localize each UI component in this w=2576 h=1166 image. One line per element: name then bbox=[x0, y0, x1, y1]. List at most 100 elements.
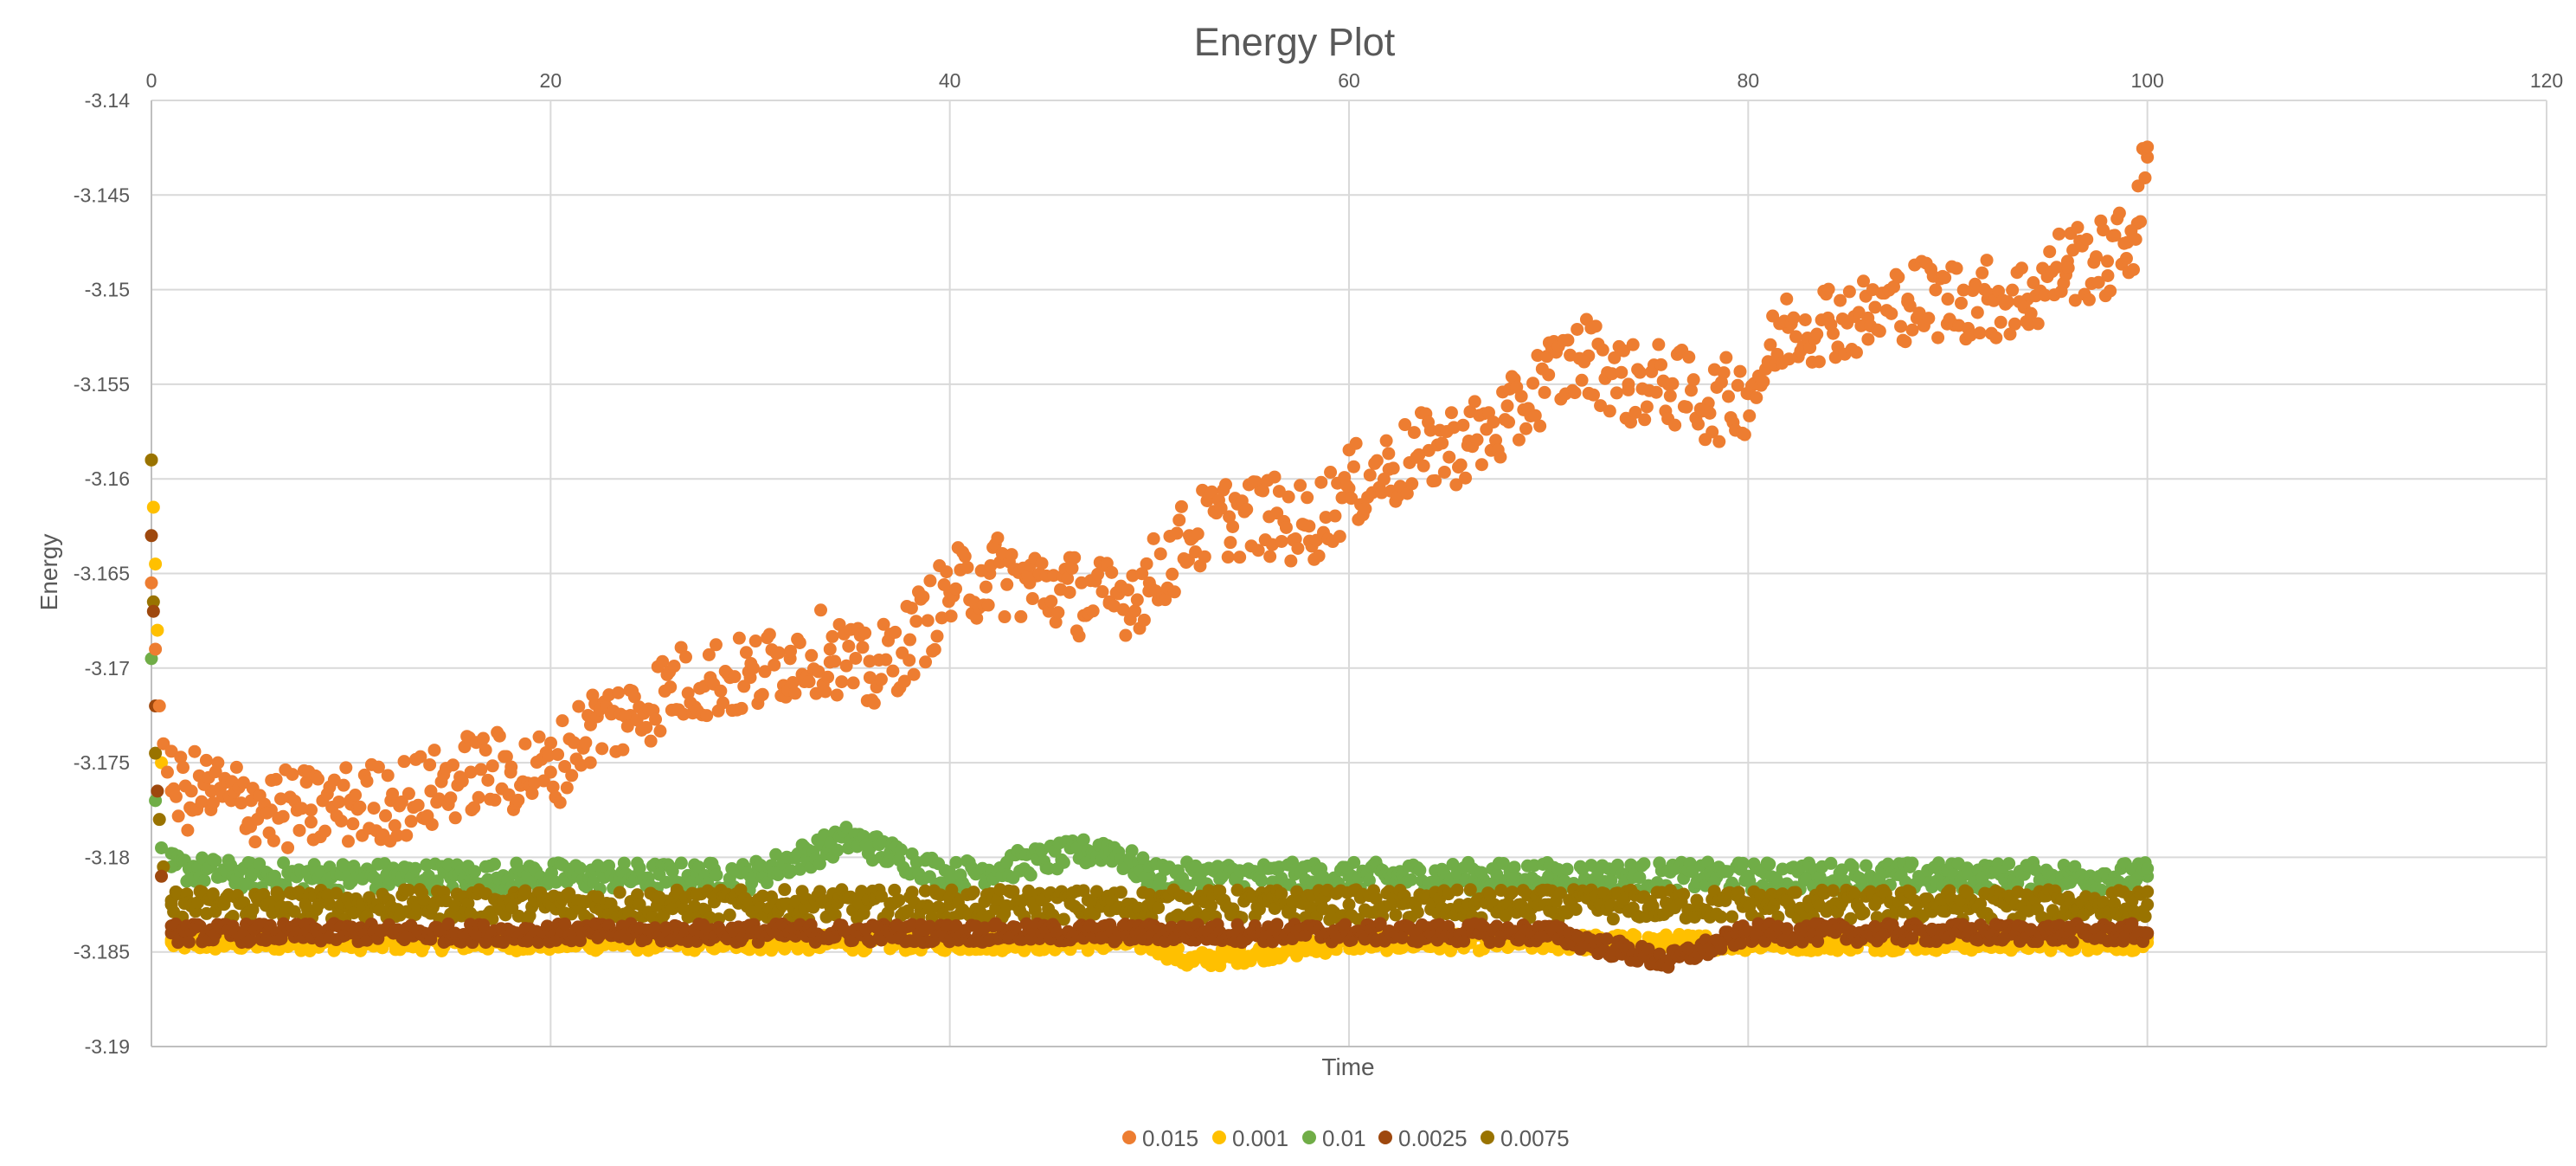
data-point bbox=[1886, 280, 1900, 293]
data-point bbox=[1624, 416, 1638, 429]
data-point bbox=[830, 688, 844, 702]
data-point bbox=[1404, 873, 1418, 886]
data-point bbox=[2061, 261, 2075, 274]
axes bbox=[151, 100, 2547, 1047]
series-0-0075 bbox=[145, 453, 2155, 927]
data-point bbox=[2065, 935, 2079, 949]
data-point bbox=[1905, 856, 1919, 870]
data-point bbox=[1279, 520, 1293, 534]
data-point bbox=[784, 644, 798, 658]
data-point bbox=[145, 453, 158, 467]
data-point bbox=[1290, 885, 1304, 899]
data-point bbox=[928, 642, 941, 656]
data-point bbox=[1204, 899, 1218, 913]
data-point bbox=[1561, 333, 1575, 347]
data-point bbox=[1230, 883, 1244, 897]
data-point bbox=[1538, 385, 1551, 399]
data-point bbox=[146, 604, 160, 618]
legend-label: 0.0025 bbox=[1398, 1125, 1468, 1151]
data-point bbox=[888, 883, 902, 897]
data-point bbox=[1373, 917, 1387, 931]
data-point bbox=[1167, 585, 1181, 599]
data-point bbox=[237, 896, 251, 910]
data-point bbox=[332, 795, 346, 808]
data-point bbox=[287, 905, 301, 918]
legend: 0.015 0.001 0.01 0.0025 0.0075 bbox=[1122, 1125, 1570, 1151]
data-point bbox=[164, 744, 178, 758]
data-point bbox=[1535, 362, 1549, 376]
data-point bbox=[1734, 937, 1748, 950]
data-point bbox=[492, 729, 506, 743]
data-point bbox=[613, 886, 626, 899]
data-point bbox=[1068, 551, 1082, 564]
data-point bbox=[616, 743, 630, 757]
data-point bbox=[417, 893, 431, 907]
chart-title: Energy Plot bbox=[1194, 20, 1396, 64]
data-point bbox=[1622, 383, 1635, 396]
data-point bbox=[758, 665, 772, 679]
data-point bbox=[565, 769, 579, 783]
data-point bbox=[304, 815, 318, 829]
data-point bbox=[1014, 609, 1028, 623]
data-point bbox=[1314, 475, 1328, 489]
data-point bbox=[1377, 473, 1391, 486]
data-point bbox=[1136, 851, 1150, 865]
data-point bbox=[1654, 358, 1668, 371]
data-point bbox=[919, 655, 933, 669]
data-point bbox=[277, 856, 291, 870]
data-point bbox=[2125, 894, 2139, 908]
data-point bbox=[1345, 492, 1359, 506]
data-point bbox=[805, 648, 819, 662]
data-point bbox=[858, 626, 872, 640]
data-point bbox=[1684, 383, 1698, 397]
data-point bbox=[330, 886, 344, 900]
data-point bbox=[1198, 550, 1211, 564]
y-tick-label: -3.19 bbox=[85, 1035, 130, 1058]
data-point bbox=[1892, 270, 1905, 284]
data-point bbox=[414, 750, 427, 763]
data-point bbox=[849, 651, 863, 665]
data-point bbox=[188, 744, 202, 758]
data-point bbox=[1114, 886, 1127, 899]
legend-label: 0.0075 bbox=[1500, 1125, 1570, 1151]
data-point bbox=[1382, 447, 1396, 461]
data-point bbox=[1349, 436, 1363, 450]
y-axis-title: Energy bbox=[35, 534, 62, 611]
data-point bbox=[1860, 859, 1873, 873]
data-point bbox=[1733, 364, 1747, 378]
data-point bbox=[1035, 557, 1049, 570]
data-point bbox=[823, 642, 837, 656]
data-point bbox=[211, 756, 225, 770]
data-point bbox=[772, 646, 786, 660]
data-point bbox=[425, 817, 439, 831]
data-point bbox=[874, 673, 888, 686]
data-point bbox=[2141, 885, 2155, 899]
data-point bbox=[1609, 386, 1623, 400]
data-point bbox=[949, 582, 963, 596]
data-point bbox=[1370, 454, 1384, 467]
data-point bbox=[292, 823, 306, 837]
legend-marker bbox=[1378, 1131, 1392, 1144]
data-point bbox=[1339, 918, 1352, 931]
data-point bbox=[1223, 510, 1237, 524]
data-point bbox=[511, 793, 525, 807]
data-point bbox=[546, 780, 560, 794]
data-point bbox=[737, 680, 751, 693]
data-point bbox=[2138, 171, 2152, 184]
x-tick-label: 60 bbox=[1338, 69, 1360, 92]
data-point bbox=[1270, 918, 1284, 931]
data-point bbox=[1065, 561, 1079, 575]
data-point bbox=[337, 778, 350, 792]
data-point bbox=[1119, 628, 1133, 642]
data-point bbox=[2043, 245, 2057, 259]
data-point bbox=[1506, 886, 1519, 899]
data-point bbox=[346, 817, 360, 831]
data-point bbox=[339, 761, 353, 775]
data-point bbox=[1738, 428, 1751, 441]
data-point bbox=[155, 756, 169, 770]
data-point bbox=[1638, 413, 1652, 427]
data-point bbox=[1929, 283, 1943, 297]
data-point bbox=[1571, 322, 1584, 336]
